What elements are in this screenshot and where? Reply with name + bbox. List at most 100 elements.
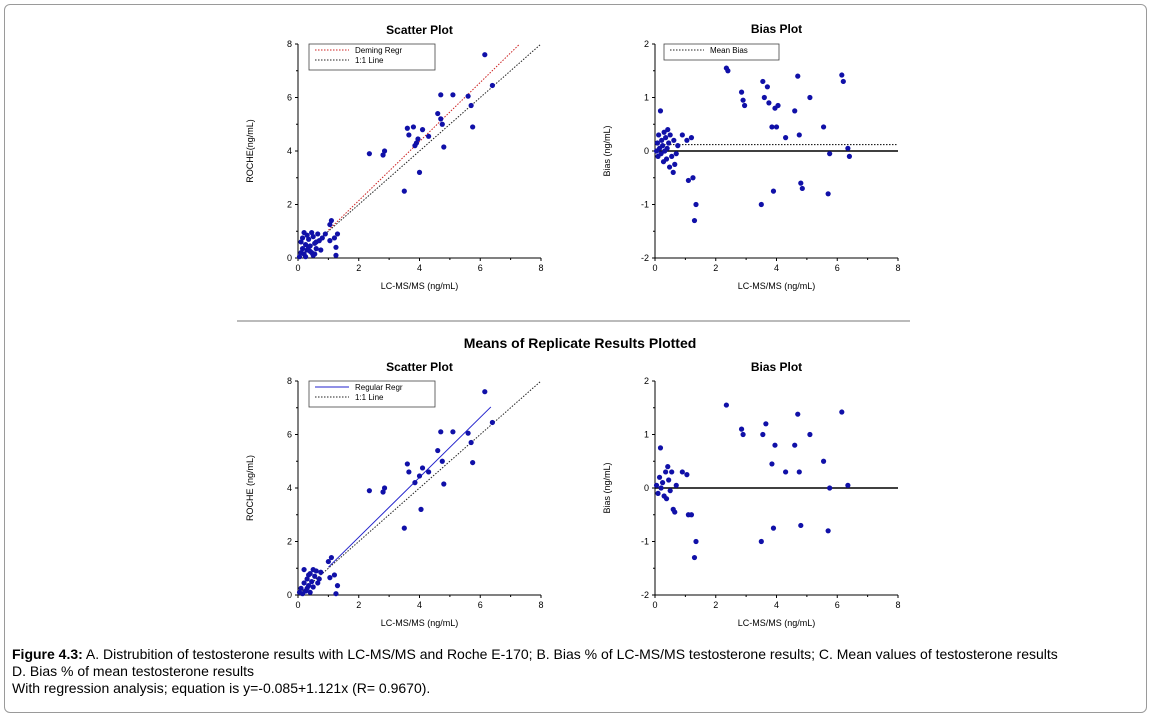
data-point [764,84,770,90]
legend-label: Deming Regr [355,46,402,55]
data-point [666,477,672,483]
data-point [465,430,471,436]
x-tick-label: 4 [774,600,779,610]
data-point [482,389,488,395]
x-tick-label: 4 [417,600,422,610]
data-point [328,217,335,224]
data-point [657,108,664,114]
x-tick-label: 8 [895,263,900,273]
data-point [669,469,675,475]
data-point [798,522,804,529]
data-point [489,82,495,89]
data-point [450,92,456,98]
y-tick-label: -2 [641,253,649,263]
data-point [312,573,318,579]
data-point [333,252,339,258]
data-point [325,558,331,565]
y-tick-label: 8 [287,39,292,49]
y-tick-label: -1 [641,537,649,547]
data-point [691,554,698,561]
data-point [825,191,831,197]
data-point [298,585,304,591]
data-point [799,185,805,192]
data-point [663,135,669,141]
caption-text-2: D. Bias % of mean testosterone results [12,663,254,679]
data-point [304,232,310,238]
data-point [766,100,772,106]
data-point [846,153,853,159]
data-point [331,235,338,241]
data-point [416,473,423,479]
y-tick-label: 6 [287,430,292,440]
x-tick-label: 2 [356,263,361,273]
x-tick-label: 8 [538,263,543,273]
data-point [334,583,341,589]
y-tick-label: 2 [644,39,649,49]
data-point [315,231,321,237]
y-axis-label: ROCHE (ng/mL) [245,455,255,521]
data-point [406,469,412,475]
data-point [313,246,319,252]
data-point [663,156,670,162]
y-tick-label: 1 [644,93,649,103]
data-point [438,429,444,435]
data-point [306,244,312,250]
data-point [758,201,764,208]
figure-panels: Means of Replicate Results Plotted Scatt… [237,22,910,628]
data-point [723,402,729,408]
caption-text-3: With regression analysis; equation is y=… [12,680,431,696]
x-axis-label: LC-MS/MS (ng/mL) [381,281,459,291]
data-point [763,421,769,427]
data-point [654,140,661,146]
y-tick-label: 6 [287,93,292,103]
x-tick-label: 6 [478,263,483,273]
y-tick-label: 8 [287,376,292,386]
data-point [412,143,418,149]
data-point [404,125,410,131]
data-point [327,575,333,581]
data-point [333,244,339,250]
y-axis-label: Bias (ng/mL) [602,125,612,176]
x-axis-label: LC-MS/MS (ng/mL) [738,281,816,291]
data-point [489,419,495,426]
data-point [327,221,333,228]
data-point [769,124,775,130]
data-point [322,231,328,237]
y-tick-label: 1 [644,430,649,440]
data-point [798,180,804,186]
data-point [658,485,664,491]
y-axis-label: ROCHE(ng/mL) [245,119,255,183]
data-point [773,124,780,130]
data-point [309,579,315,585]
y-tick-label: 2 [287,200,292,210]
data-point [839,72,845,78]
data-point [792,108,798,114]
data-point [318,247,324,253]
data-point [401,525,407,531]
legend-box [308,380,436,408]
data-point [653,482,660,488]
x-tick-label: 8 [538,600,543,610]
data-point [319,235,325,241]
section-title: Means of Replicate Results Plotted [464,335,697,351]
data-point [401,188,407,194]
data-point [796,469,802,475]
data-point [663,496,670,502]
data-point [825,528,831,534]
data-point [783,135,789,141]
data-point [796,132,802,138]
data-point [418,506,424,512]
data-point [684,472,690,478]
data-point [688,512,695,518]
data-point [304,585,310,591]
data-point [309,229,315,236]
data-point [380,489,386,495]
data-point [306,572,312,578]
data-point [664,145,670,151]
data-point [313,239,319,245]
data-point [439,121,445,127]
data-point [468,102,474,109]
data-point [318,569,324,575]
data-point [380,152,386,158]
chart-title: Bias Plot [751,22,802,36]
